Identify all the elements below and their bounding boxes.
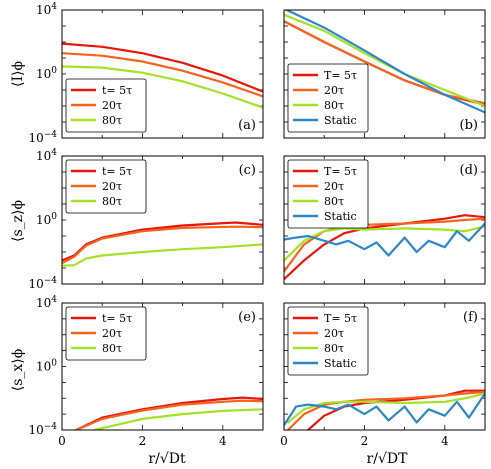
y-tick-label: 10−4 [28,276,57,291]
legend-label: T= 5τ [324,165,357,178]
y-tick-label: 100 [36,66,57,81]
x-tick-label: 4 [441,434,449,448]
series-line [62,225,263,265]
legend-label: 20τ [324,84,344,97]
y-axis-label-row-1: ⟨I⟩ϕ [10,61,26,87]
plot-frame [61,155,264,285]
legend: t= 5τ 20τ 80τ [65,306,147,361]
legend-label: t= 5τ [102,84,132,97]
legend-label: Static [324,357,357,370]
plot-frame [61,302,264,431]
y-tick-label: 10−4 [28,422,57,437]
y-tick-label: 10−4 [28,130,57,145]
panel-e: 104 100 10−40 2 4 (e) t= 5τ 20τ 80τ [28,295,264,448]
legend: T= 5τ 20τ 80τ Static [287,306,369,376]
y-tick-label: 104 [36,2,57,17]
legend-label: 80τ [102,114,122,127]
plot-frame [283,155,486,285]
legend-label: 20τ [102,99,122,112]
y-axis-label-row-2: ⟨s_z⟩ϕ [10,200,26,242]
y-axis-label-row-3: ⟨s_x⟩ϕ [10,349,26,392]
x-tick-label: 0 [280,434,288,448]
legend: t= 5τ 20τ 80τ [65,78,147,133]
legend-label: 20τ [324,180,344,193]
series-line [75,396,263,430]
series-line [62,243,263,267]
panel-b: (b) T= 5τ 20τ 80τ Static [283,9,486,139]
y-tick-label: 104 [36,295,57,310]
legend-label: 20τ [102,180,122,193]
x-tick-label: 2 [139,434,147,448]
series-line [284,225,485,262]
panel-label: (d) [460,163,478,178]
legend-label: 80τ [324,195,344,208]
panel-label: (b) [460,118,478,133]
x-axis-label-left: r/√Dt [148,451,186,467]
series-line [62,42,263,93]
panel-label: (a) [238,118,256,133]
legend-label: t= 5τ [102,312,132,325]
legend-label: 80τ [324,99,344,112]
series-line [284,392,485,427]
legend-label: 80τ [102,195,122,208]
panel-label: (c) [239,163,256,178]
legend-label: T= 5τ [324,312,357,325]
legend: T= 5τ 20τ 80τ Static [287,63,369,133]
plot-frame [61,9,264,139]
legend-label: 20τ [102,327,122,340]
legend: t= 5τ 20τ 80τ [65,159,147,214]
legend-label: 80τ [324,342,344,355]
panel-c: 104 100 10−4 (c) t= 5τ 20τ 80τ [28,148,264,291]
x-tick-label: 4 [219,434,227,448]
series-line [284,222,485,257]
y-tick-label: 100 [36,359,57,374]
series-line [307,389,485,430]
panel-label: (f) [463,310,478,325]
legend-label: Static [324,114,357,127]
legend-label: t= 5τ [102,165,132,178]
x-tick-label: 0 [58,434,66,448]
y-tick-label: 104 [36,148,57,163]
series-line [75,399,263,430]
y-tick-label: 100 [36,212,57,227]
legend-label: 80τ [102,342,122,355]
series-line [286,392,485,424]
panel-d: (d) T= 5τ 20τ 80τ Static [283,155,486,285]
series-line [284,13,485,108]
legend-label: 20τ [324,327,344,340]
plot-frame [283,9,486,139]
panel-a: 104 100 10−4 (a) t= 5τ 20τ 80τ [28,2,264,145]
series-line [62,65,263,109]
x-tick-label: 2 [361,434,369,448]
x-axis-label-right: r/√DT [367,451,409,467]
panel-label: (e) [238,310,256,325]
legend-label: T= 5τ [324,69,357,82]
legend: T= 5τ 20τ 80τ Static [287,159,369,229]
series-line [286,390,485,430]
series-line [93,408,263,430]
series-line [284,10,485,114]
panel-f: 0 2 4 (f) T= 5τ 20τ 80τ Static [280,302,486,448]
series-line [62,52,263,98]
panels: 104 100 10−4 (a) t= 5τ 20τ 80τ (b) T= 5τ 20τ 80τ St… [28,2,486,448]
plot-frame [283,302,486,431]
legend-label: Static [324,210,357,223]
series-line [62,221,263,262]
series-line [284,20,485,105]
